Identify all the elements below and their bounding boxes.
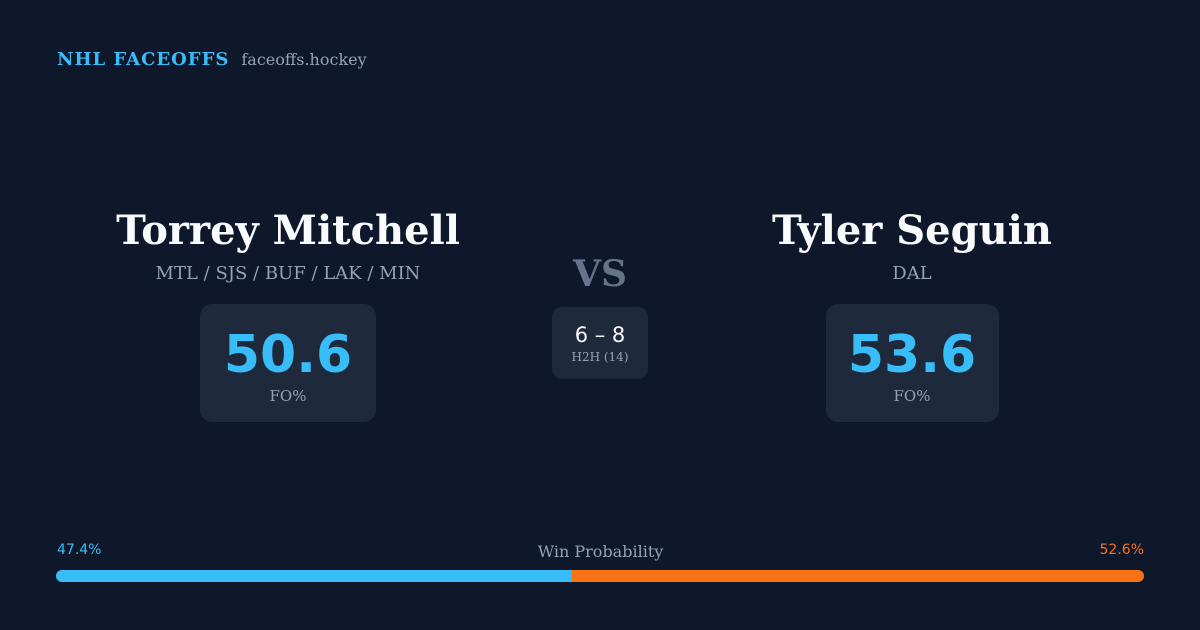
h2h-box: 6 – 8 H2H (14) [552,307,648,379]
h2h-label: H2H (14) [571,350,629,364]
fo-label-right: FO% [893,387,931,405]
player-teams-left: MTL / SJS / BUF / LAK / MIN [155,263,421,284]
vs-label: VS [573,253,627,295]
fo-label-left: FO% [269,387,307,405]
fo-value-left: 50.6 [223,325,353,385]
win-probability-row: 47.4% Win Probability 52.6% [57,542,1144,562]
brand-site: faceoffs.hockey [241,50,367,69]
win-prob-label: Win Probability [537,542,664,561]
player-name-left: Torrey Mitchell [116,207,460,254]
h2h-score: 6 – 8 [574,323,626,347]
win-prob-right-text: 52.6% [1099,542,1144,558]
win-prob-bar-left [56,570,572,582]
player-card-right: Tyler Seguin DAL 53.6 FO% [692,206,1132,422]
player-card-left: Torrey Mitchell MTL / SJS / BUF / LAK / … [68,206,508,422]
win-prob-bar-right [571,570,1144,582]
brand-title: NHL FACEOFFS [57,49,230,70]
win-prob-left-text: 47.4% [57,542,102,558]
player-name-right: Tyler Seguin [772,207,1052,254]
brand-header: NHL FACEOFFS faceoffs.hockey [57,49,367,70]
fo-stat-box-left: 50.6 FO% [200,304,376,422]
player-teams-right: DAL [892,263,932,284]
fo-stat-box-right: 53.6 FO% [825,304,999,422]
fo-value-right: 53.6 [847,325,977,385]
win-probability-bar [56,570,1144,582]
